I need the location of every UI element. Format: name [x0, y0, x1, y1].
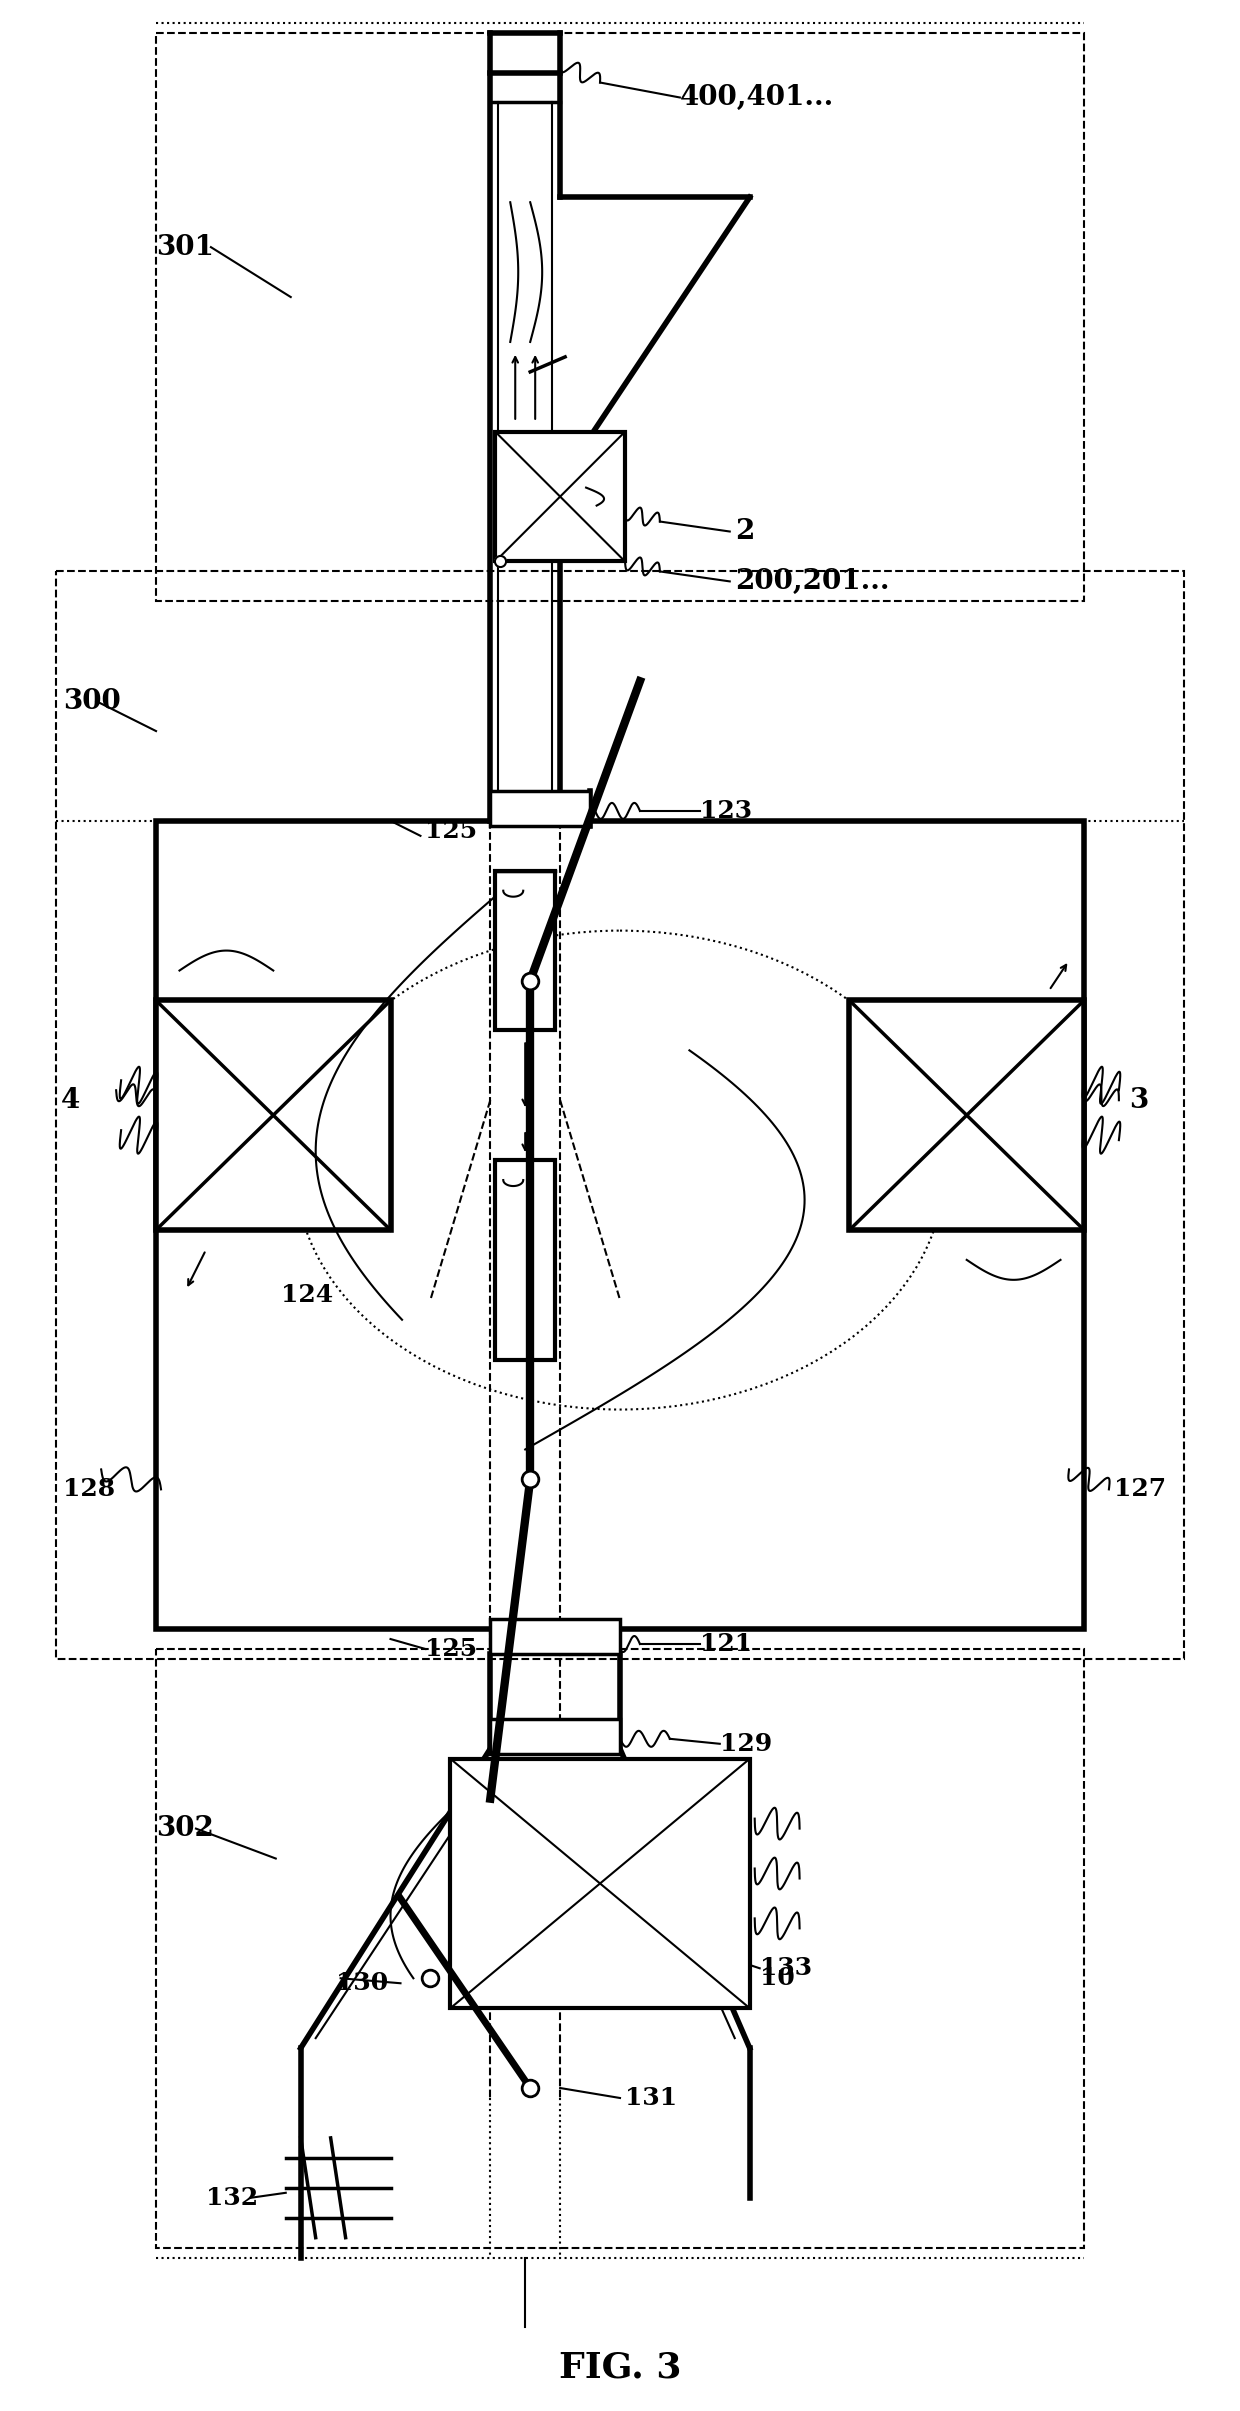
Text: 133: 133 [760, 1955, 812, 1979]
Text: 302: 302 [156, 1815, 215, 1842]
Text: 4: 4 [61, 1087, 81, 1114]
Bar [849, 1001, 1084, 1230]
Bar [495, 870, 556, 1029]
Bar [156, 820, 1084, 1630]
Text: 122: 122 [280, 998, 332, 1022]
Text: 121: 121 [699, 1632, 751, 1656]
Text: 127: 127 [1114, 1478, 1166, 1502]
Text: 300: 300 [63, 687, 122, 714]
Bar [495, 1160, 556, 1360]
Text: 129: 129 [719, 1731, 773, 1755]
Bar [156, 1649, 1084, 2247]
Bar [490, 1620, 620, 1654]
Bar [156, 34, 1084, 600]
Bar [495, 432, 625, 562]
Text: 125: 125 [425, 1637, 477, 1661]
Bar [490, 1719, 620, 1753]
Bar [156, 1001, 391, 1230]
Bar [490, 791, 590, 827]
Text: 125: 125 [425, 820, 477, 844]
Bar [450, 1758, 750, 2008]
Text: FIG. 3: FIG. 3 [559, 2351, 681, 2384]
Text: 10: 10 [760, 1967, 795, 1989]
Text: 131: 131 [625, 2086, 677, 2110]
Text: 128: 128 [63, 1478, 115, 1502]
Text: 400,401...: 400,401... [680, 84, 835, 111]
Text: 200,201...: 200,201... [735, 569, 889, 596]
Text: 2: 2 [735, 518, 754, 545]
Text: 301: 301 [156, 234, 215, 260]
Text: 132: 132 [206, 2187, 258, 2211]
Text: 130: 130 [336, 1972, 388, 1996]
Bar [56, 571, 1184, 1659]
Text: 3: 3 [1128, 1087, 1148, 1114]
Text: 123: 123 [699, 798, 751, 822]
Text: 124: 124 [280, 1283, 332, 1307]
